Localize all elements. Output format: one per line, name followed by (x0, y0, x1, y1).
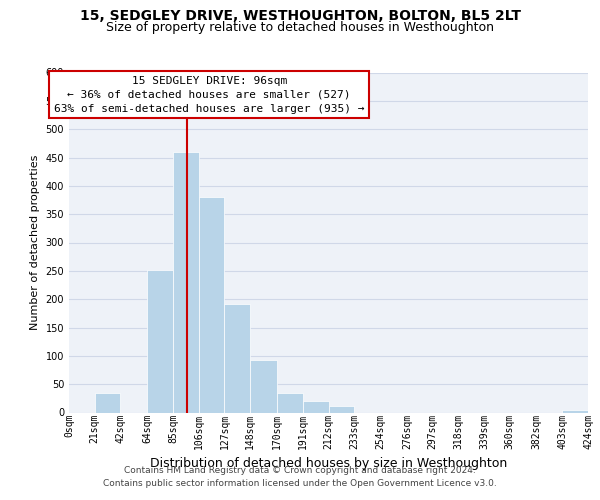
Bar (173, 152, 199, 412)
Bar (148, 270, 173, 412)
Bar (224, 304, 250, 412)
Bar (562, 410, 588, 412)
Text: 15, SEDGLEY DRIVE, WESTHOUGHTON, BOLTON, BL5 2LT: 15, SEDGLEY DRIVE, WESTHOUGHTON, BOLTON,… (79, 9, 521, 23)
Bar (95, 392, 121, 412)
Text: Size of property relative to detached houses in Westhoughton: Size of property relative to detached ho… (106, 21, 494, 34)
Bar (199, 197, 224, 412)
Bar (277, 392, 303, 412)
Bar (250, 360, 277, 412)
X-axis label: Distribution of detached houses by size in Westhoughton: Distribution of detached houses by size … (150, 458, 507, 470)
Y-axis label: Number of detached properties: Number of detached properties (30, 155, 40, 330)
Text: Contains HM Land Registry data © Crown copyright and database right 2024.
Contai: Contains HM Land Registry data © Crown c… (103, 466, 497, 487)
Text: 15 SEDGLEY DRIVE: 96sqm
← 36% of detached houses are smaller (527)
63% of semi-d: 15 SEDGLEY DRIVE: 96sqm ← 36% of detache… (54, 76, 364, 114)
Bar (329, 406, 354, 412)
Bar (303, 401, 329, 412)
